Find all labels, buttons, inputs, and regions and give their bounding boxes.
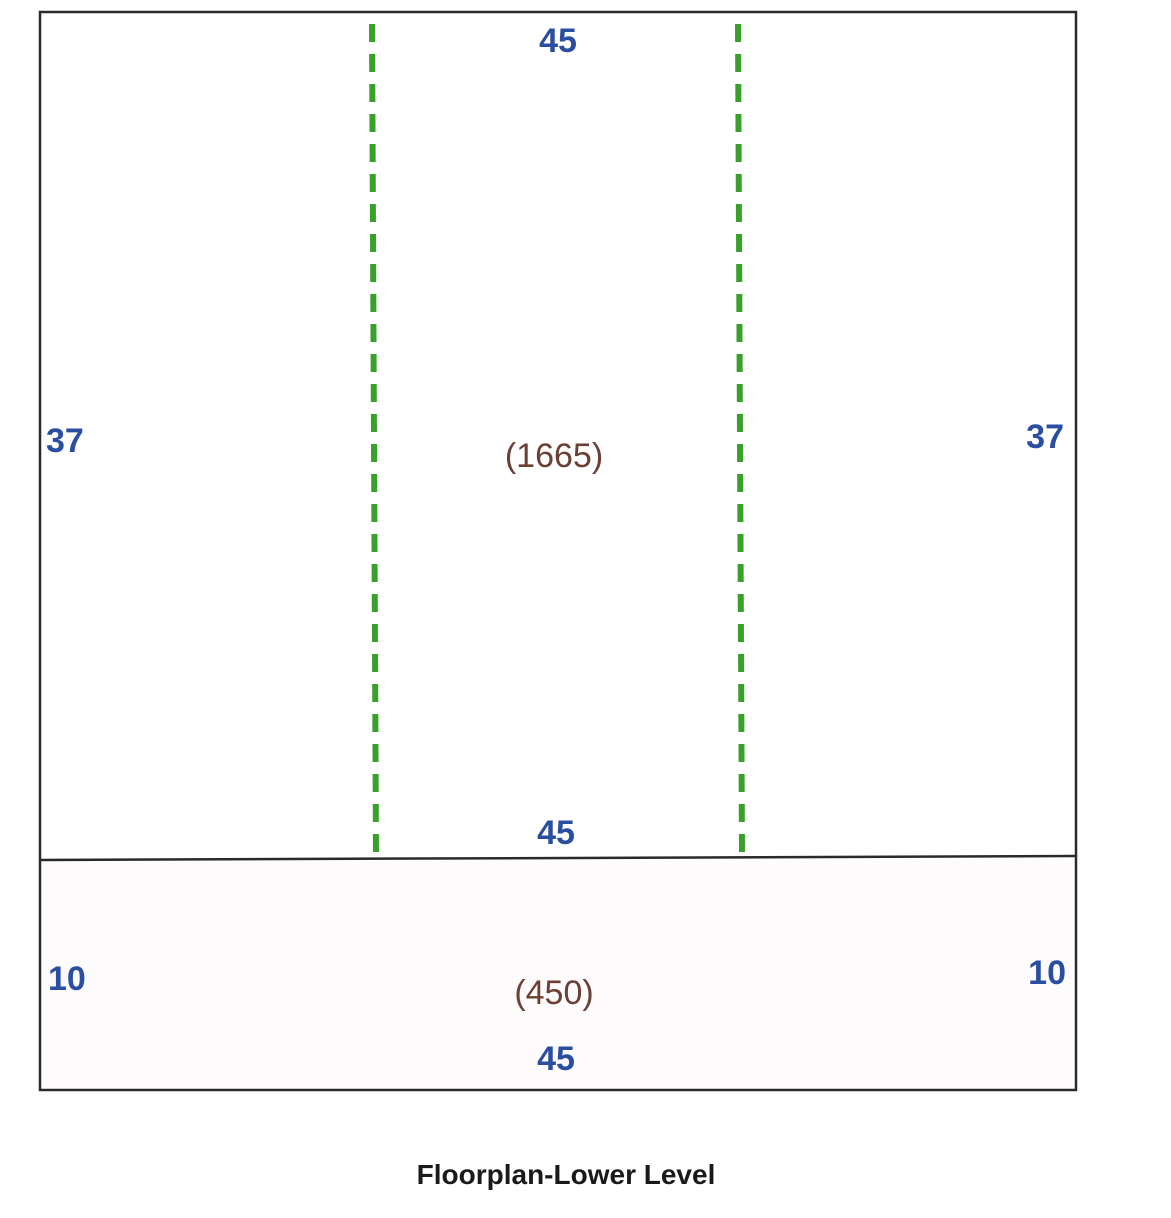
upper-area: (1665)	[505, 437, 603, 475]
upper-bottom-dimension: 45	[537, 814, 575, 852]
diagram-title: Floorplan-Lower Level	[417, 1159, 716, 1190]
lower-section-fill	[40, 858, 1076, 1090]
upper-top-dimension: 45	[539, 22, 577, 60]
lower-area: (450)	[514, 974, 593, 1012]
dashed-line-left	[369, 23, 379, 859]
lower-left-dimension: 10	[48, 960, 86, 998]
floorplan-outline	[38, 10, 1078, 1092]
lower-bottom-dimension: 45	[537, 1040, 575, 1078]
upper-right-dimension: 37	[1026, 418, 1064, 456]
upper-left-dimension: 37	[46, 422, 84, 460]
section-divider	[39, 854, 1077, 862]
lower-right-dimension: 10	[1028, 954, 1066, 992]
dashed-line-right	[735, 23, 745, 857]
